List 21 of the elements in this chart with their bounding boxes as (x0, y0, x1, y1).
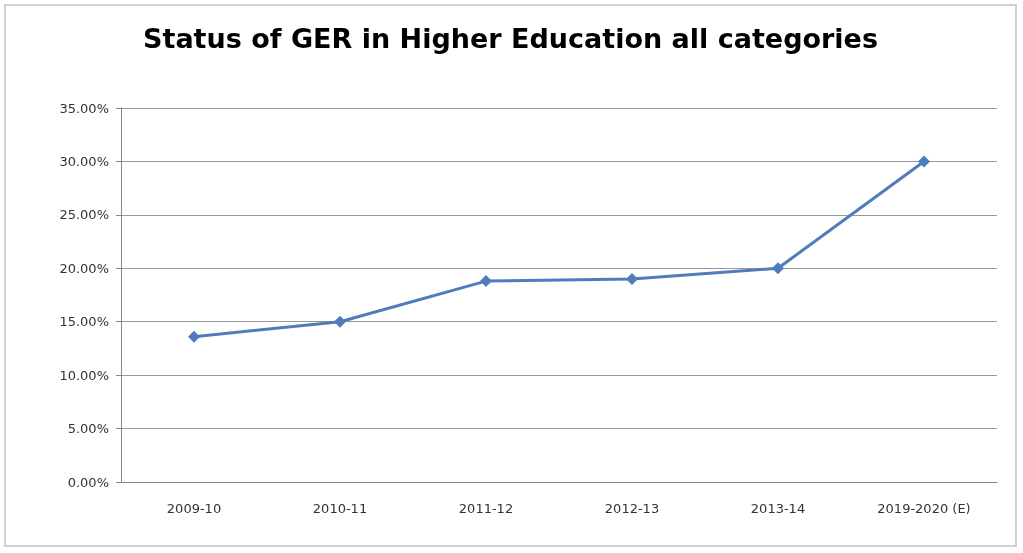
y-tick-label: 0.00% (67, 474, 109, 490)
point (772, 262, 784, 275)
y-tick-label: 20.00% (59, 260, 109, 276)
y-tick-label: 5.00% (67, 421, 109, 437)
x-tick-label: 2010-11 (312, 501, 368, 516)
y-tick-label: 15.00% (59, 314, 109, 330)
point (626, 272, 638, 285)
x-tick-label: 2012-13 (604, 501, 660, 516)
y-tick-label: 25.00% (59, 207, 109, 223)
point (334, 315, 346, 328)
x-tick-label: 2009-10 (166, 501, 222, 516)
x-tick-label: 2013-14 (750, 501, 806, 516)
y-tick-label: 10.00% (59, 367, 109, 383)
y-tick-label: 30.00% (59, 153, 109, 169)
x-tick-label: 2019-2020 (E) (877, 501, 971, 516)
point (480, 275, 492, 288)
point (188, 330, 200, 343)
y-tick-label: 35.00% (59, 100, 109, 116)
chart-title: Status of GER in Higher Education all categories (143, 23, 878, 54)
x-tick-label: 2011-12 (458, 501, 514, 516)
point (918, 155, 930, 168)
